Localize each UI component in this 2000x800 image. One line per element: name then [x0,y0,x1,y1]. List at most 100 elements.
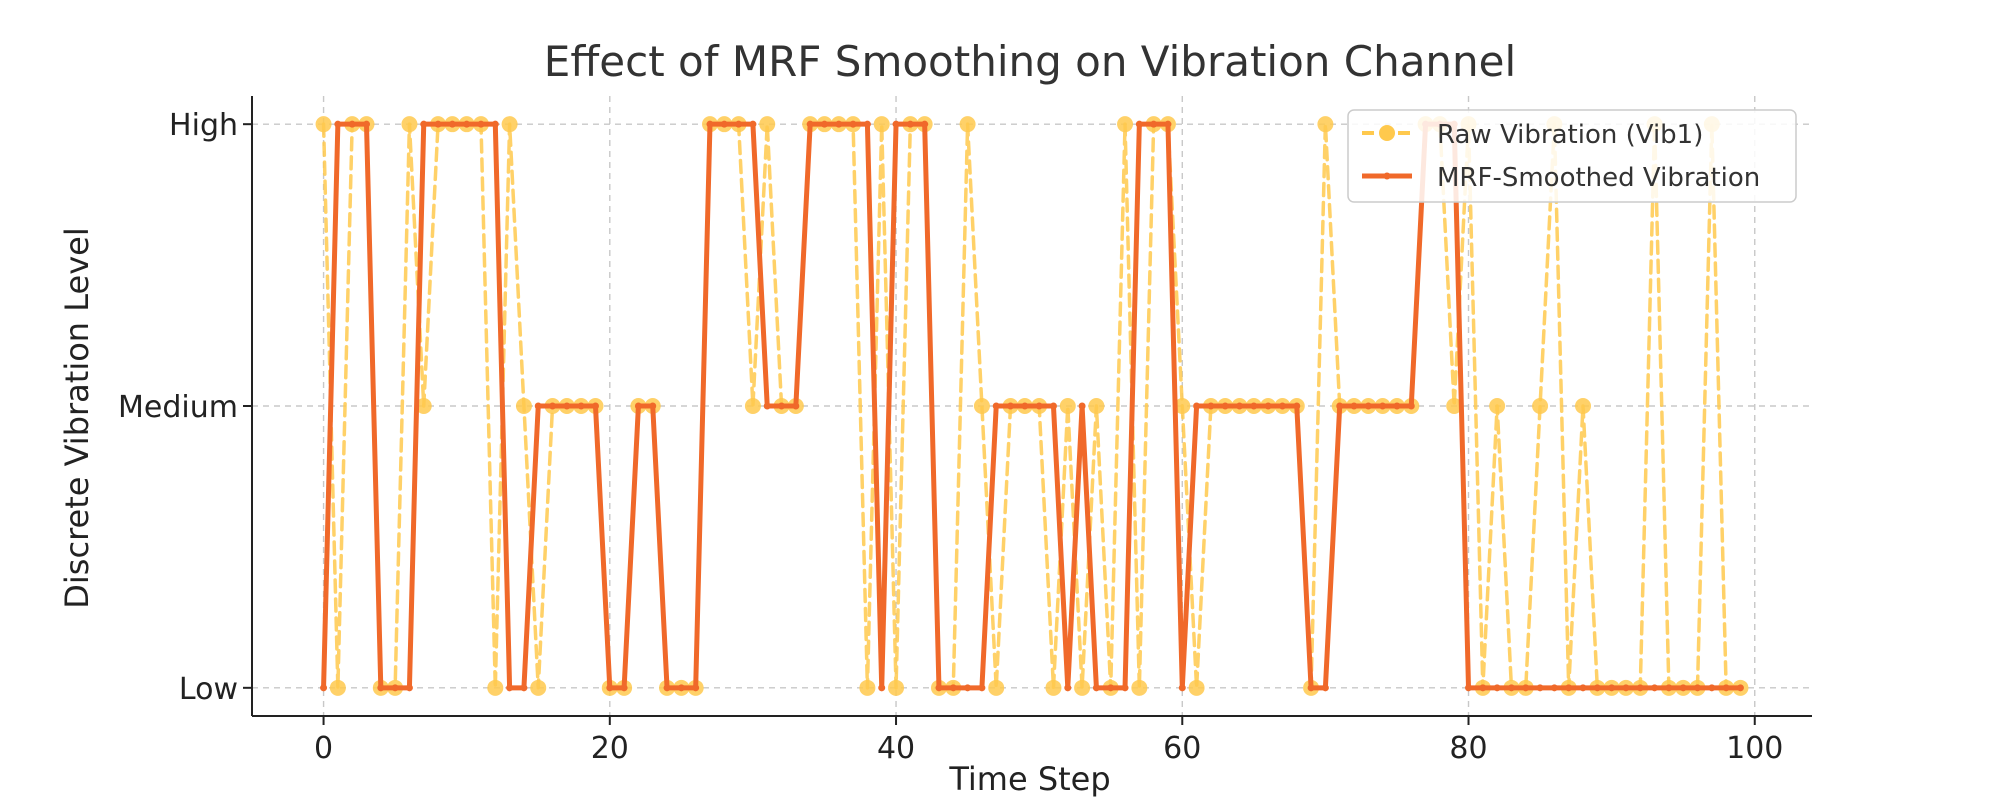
data-point [749,120,757,128]
data-point [1021,402,1029,410]
data-point [878,684,886,692]
data-point [706,120,714,128]
data-point [859,679,876,696]
data-point [1593,684,1601,692]
data-point [1007,402,1015,410]
series-line [321,121,1743,691]
data-point [1188,679,1205,696]
data-point [1550,684,1558,692]
data-point [534,402,542,410]
data-point [363,120,370,128]
data-point [759,116,776,133]
data-point [935,684,943,692]
data-point [1708,684,1716,692]
data-point [959,116,976,133]
data-point [849,120,857,128]
data-point [1665,684,1673,692]
data-point [1694,684,1701,692]
data-point [501,116,518,133]
data-point [1221,402,1229,410]
data-point [634,402,642,410]
data-point [506,684,514,692]
data-point [1178,684,1186,692]
data-point [329,679,346,696]
data-point [620,684,628,692]
data-point [888,679,905,696]
data-point [806,120,814,128]
data-point [988,679,1005,696]
data-point [1059,398,1076,414]
data-point [1250,402,1258,410]
legend-marker-smoothed [1383,172,1391,180]
legend-label-raw: Raw Vibration (Vib1) [1437,120,1703,150]
data-point [520,684,528,692]
legend-marker-raw [1379,125,1395,141]
data-point [1536,684,1544,692]
data-point [1074,679,1091,696]
x-tick-label: 60 [1163,731,1201,766]
x-ticks: 0 20 40 60 80 100 [314,716,1783,766]
data-point [1622,684,1630,692]
data-point [1135,120,1143,128]
data-point [1393,402,1401,410]
data-point [1364,402,1372,410]
data-point [315,116,332,133]
data-point [487,679,504,696]
data-point [391,684,399,692]
data-point [744,398,761,414]
data-point [1722,684,1730,692]
data-point [763,402,771,410]
data-point [563,402,571,410]
data-point [1379,402,1387,410]
data-point [835,120,843,128]
data-point [1407,402,1415,410]
data-point [921,120,929,128]
data-point [1321,684,1329,692]
data-point [405,684,413,692]
data-point [735,120,743,128]
data-point [420,120,428,128]
data-point [1489,398,1506,414]
y-axis-label: Discrete Vibration Level [58,227,96,608]
data-point [649,402,657,410]
data-point [1507,684,1515,692]
x-tick-label: 0 [314,731,333,766]
data-point [463,120,471,128]
data-point [1651,684,1659,692]
data-point [1465,684,1473,692]
data-point [1049,402,1057,410]
data-point [692,684,700,692]
x-tick-label: 80 [1449,731,1487,766]
data-point [1608,684,1616,692]
data-point [1107,684,1115,692]
data-point [1064,684,1072,692]
data-point [448,120,456,128]
data-point [792,402,800,410]
y-tick-label: High [169,108,238,143]
data-point [577,402,585,410]
data-point [1336,402,1344,410]
data-point [1736,684,1744,692]
data-point [1278,402,1286,410]
data-point [1092,684,1100,692]
x-tick-label: 100 [1726,731,1783,766]
data-point [377,684,385,692]
data-point [1636,684,1644,692]
data-point [549,402,557,410]
data-point [1493,684,1501,692]
data-point [1293,402,1301,410]
legend-frame [1347,109,1797,203]
data-point [1307,684,1315,692]
data-point [1121,684,1129,692]
data-point [1317,116,1334,133]
data-point [1532,398,1549,414]
data-point [1207,402,1215,410]
x-tick-label: 20 [591,731,629,766]
data-point [873,116,890,133]
legend-label-smoothed: MRF-Smoothed Vibration [1437,163,1760,193]
series-layer [315,116,1749,696]
data-point [491,120,499,128]
data-point [906,120,914,128]
y-ticks: Low Medium High [118,108,252,707]
